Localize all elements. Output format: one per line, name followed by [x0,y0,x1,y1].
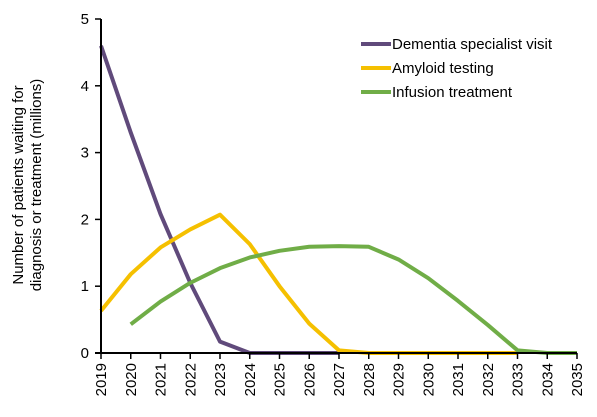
y-tick-label: 1 [81,278,89,295]
x-tick-label: 2032 [480,363,497,396]
x-tick-label: 2034 [539,363,556,396]
x-tick-label: 2025 [272,363,289,396]
x-tick-label: 2030 [420,363,437,396]
legend: Dementia specialist visit Amyloid testing… [361,36,553,101]
x-tick-label: 2022 [182,363,199,396]
y-tick-label: 2 [81,211,89,228]
x-tick-label: 2029 [391,363,408,396]
y-tick-label: 3 [81,145,89,162]
y-axis-title-line: diagnosis or treatment (millions) [28,79,45,292]
y-tick-label: 5 [81,11,89,28]
axes-layer [95,19,577,354]
series-line-0 [99,45,339,355]
x-tick-label: 2027 [331,363,348,396]
series-line-1 [99,212,518,355]
y-tick-label: 4 [81,78,89,95]
x-tick-label: 2021 [153,363,170,396]
x-tick-label: 2026 [301,363,318,396]
x-tick-label: 2033 [510,363,527,396]
ticks-layer: 0 1 2 3 4 5 2019 2020 2021 2022 2023 2024 2025 2026 20… [81,11,586,396]
y-axis-title-line: Number of patients waiting for [10,85,27,284]
x-tick-label: 2035 [569,363,586,396]
x-tick-label: 2019 [93,363,110,396]
x-tick-label: 2024 [242,363,259,396]
x-tick-label: 2031 [450,363,467,396]
x-tick-label: 2023 [212,363,229,396]
series-line-2 [129,244,577,355]
legend-label-2: Infusion treatment [392,84,513,101]
legend-label-0: Dementia specialist visit [392,36,553,53]
legend-label-1: Amyloid testing [392,60,494,77]
x-tick-label: 2028 [361,363,378,396]
x-tick-label: 2020 [123,363,140,396]
y-tick-label: 0 [81,345,89,362]
y-axis-title: Number of patients waiting fordiagnosis … [10,79,45,292]
